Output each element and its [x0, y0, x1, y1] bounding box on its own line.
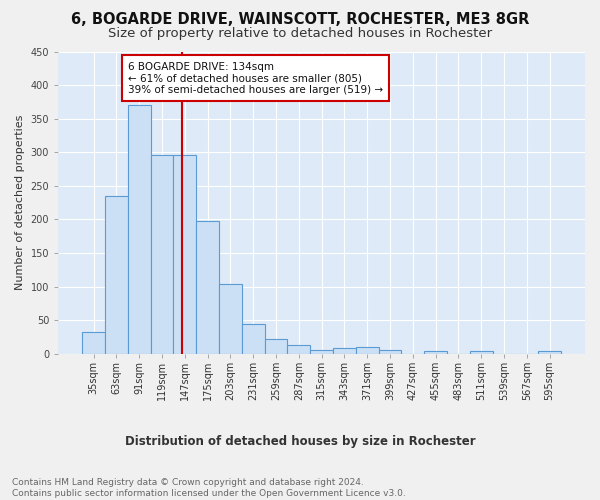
Bar — [538, 351, 561, 354]
Bar — [424, 351, 447, 354]
Bar — [82, 332, 105, 353]
Text: 6, BOGARDE DRIVE, WAINSCOTT, ROCHESTER, ME3 8GR: 6, BOGARDE DRIVE, WAINSCOTT, ROCHESTER, … — [71, 12, 529, 28]
Bar — [470, 351, 493, 354]
Bar — [196, 222, 219, 354]
Bar — [128, 105, 151, 354]
Bar — [242, 324, 265, 354]
Bar — [173, 155, 196, 354]
Text: 6 BOGARDE DRIVE: 134sqm
← 61% of detached houses are smaller (805)
39% of semi-d: 6 BOGARDE DRIVE: 134sqm ← 61% of detache… — [128, 62, 383, 95]
Bar — [287, 345, 310, 354]
Bar — [219, 284, 242, 354]
Text: Size of property relative to detached houses in Rochester: Size of property relative to detached ho… — [108, 28, 492, 40]
Bar — [356, 347, 379, 354]
Y-axis label: Number of detached properties: Number of detached properties — [15, 115, 25, 290]
Text: Contains HM Land Registry data © Crown copyright and database right 2024.
Contai: Contains HM Land Registry data © Crown c… — [12, 478, 406, 498]
Text: Distribution of detached houses by size in Rochester: Distribution of detached houses by size … — [125, 435, 475, 448]
Bar — [105, 196, 128, 354]
Bar — [333, 348, 356, 354]
Bar — [265, 339, 287, 353]
Bar — [310, 350, 333, 354]
Bar — [379, 350, 401, 354]
Bar — [151, 155, 173, 354]
